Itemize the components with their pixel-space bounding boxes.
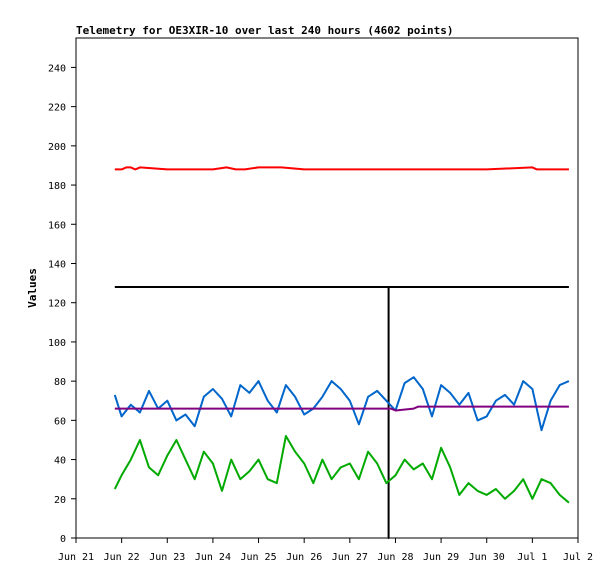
series-line-4	[113, 435, 570, 504]
y-tick-label: 40	[54, 456, 66, 467]
y-axis: 0 20 40 60 80 100 120 140 160 180 200 220 240	[48, 63, 76, 545]
y-tick-label: 0	[60, 534, 66, 545]
series-group	[113, 166, 570, 539]
x-tick-label: Jun 30	[469, 552, 505, 563]
x-axis: Jun 21 Jun 22 Jun 23 Jun 24 Jun 25 Jun 26 Jun …	[58, 538, 593, 563]
y-tick-label: 60	[54, 416, 66, 427]
x-tick-label: Jul 1	[517, 552, 547, 563]
series-line-1	[114, 286, 569, 539]
x-tick-label: Jun 26	[286, 552, 322, 563]
y-tick-label: 200	[48, 142, 66, 153]
series-line-0	[114, 166, 569, 171]
x-tick-label: Jun 24	[195, 552, 231, 563]
y-tick-label: 140	[48, 259, 66, 270]
series-line-3	[114, 405, 569, 412]
series-line-2	[113, 376, 570, 432]
x-tick-label: Jun 28	[377, 552, 413, 563]
y-tick-label: 20	[54, 495, 66, 506]
x-tick-label: Jul 2	[563, 552, 593, 563]
x-tick-label: Jun 23	[149, 552, 185, 563]
x-tick-label: Jun 27	[332, 552, 368, 563]
y-tick-label: 240	[48, 63, 66, 74]
x-tick-label: Jun 25	[240, 552, 276, 563]
y-tick-label: 100	[48, 338, 66, 349]
y-tick-label: 220	[48, 103, 66, 114]
y-tick-label: 80	[54, 377, 66, 388]
y-tick-label: 120	[48, 299, 66, 310]
x-tick-label: Jun 21	[58, 552, 94, 563]
y-tick-label: 160	[48, 220, 66, 231]
plot-area	[75, 37, 579, 539]
y-tick-label: 180	[48, 181, 66, 192]
x-tick-label: Jun 29	[423, 552, 459, 563]
y-axis-label: Values	[26, 268, 39, 308]
x-tick-label: Jun 22	[104, 552, 140, 563]
chart-title: Telemetry for OE3XIR-10 over last 240 ho…	[76, 24, 454, 37]
